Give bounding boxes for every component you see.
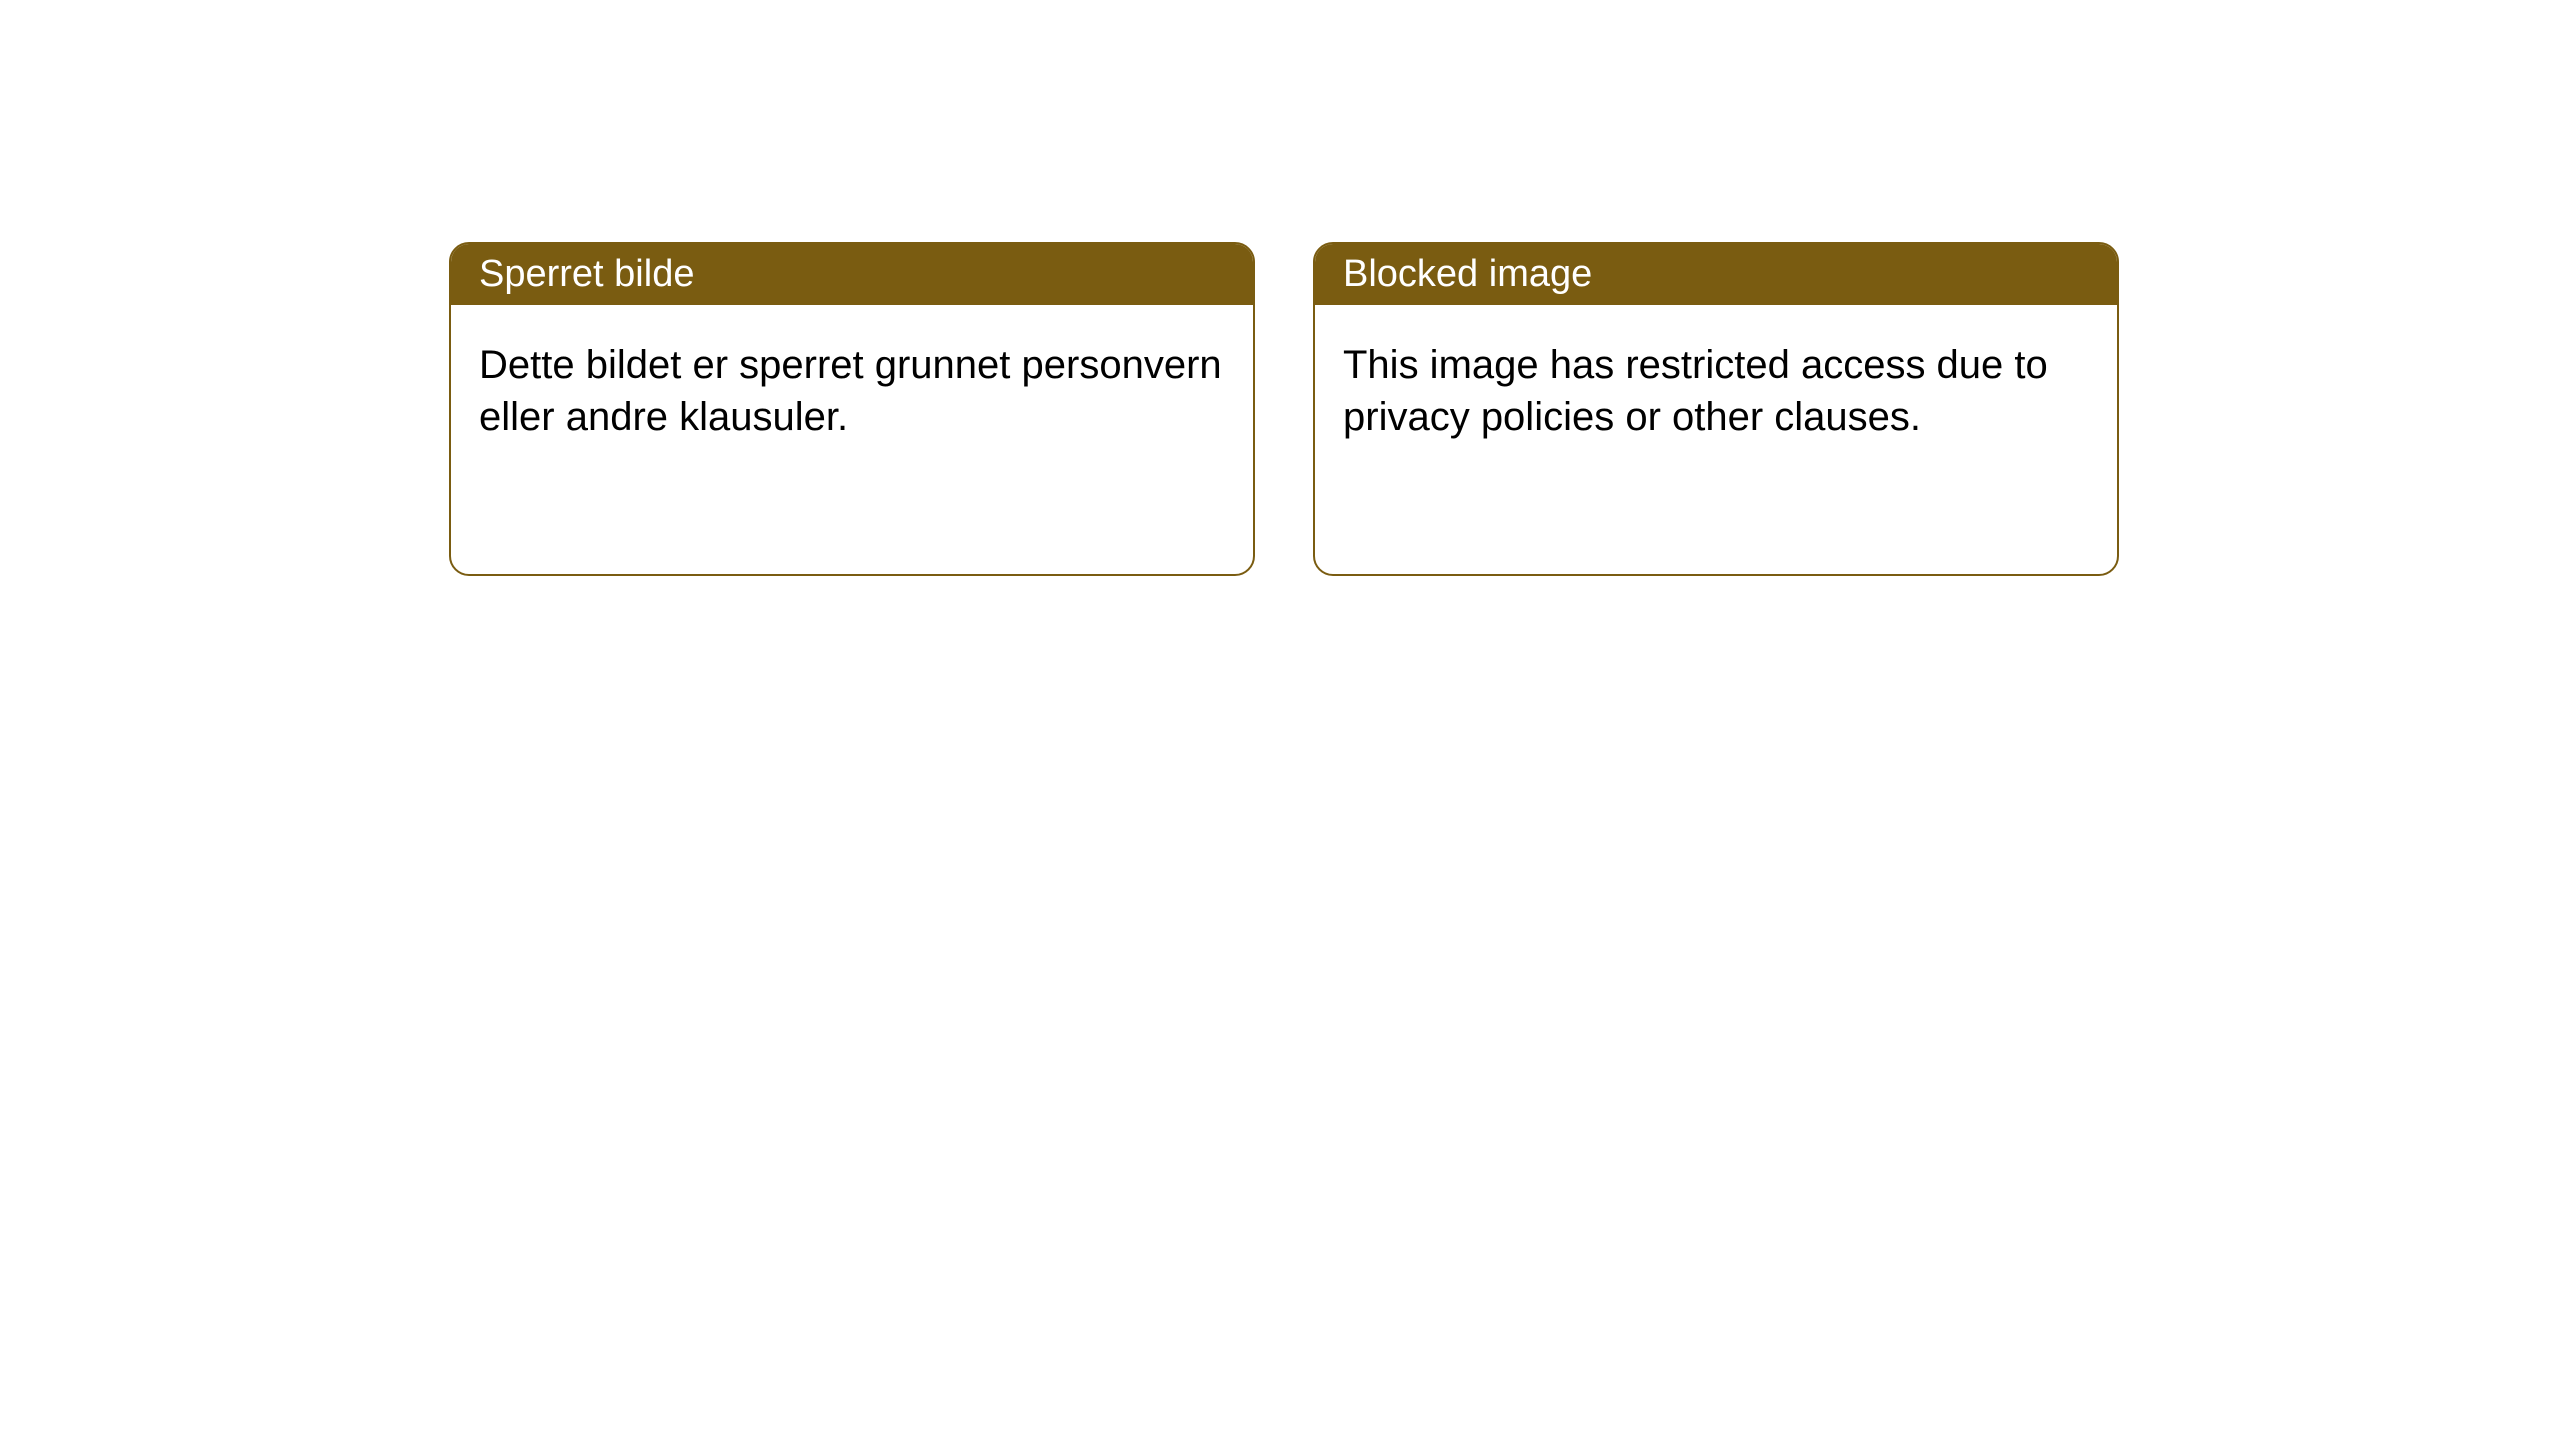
notice-body-text: Dette bildet er sperret grunnet personve… — [479, 343, 1222, 439]
notice-body: Dette bildet er sperret grunnet personve… — [451, 305, 1253, 477]
notice-card-english: Blocked image This image has restricted … — [1313, 242, 2119, 576]
notice-container: Sperret bilde Dette bildet er sperret gr… — [0, 0, 2560, 576]
notice-body: This image has restricted access due to … — [1315, 305, 2117, 477]
notice-body-text: This image has restricted access due to … — [1343, 343, 2048, 439]
notice-title: Sperret bilde — [479, 253, 694, 295]
notice-title: Blocked image — [1343, 253, 1592, 295]
notice-card-norwegian: Sperret bilde Dette bildet er sperret gr… — [449, 242, 1255, 576]
notice-header: Sperret bilde — [451, 244, 1253, 305]
notice-header: Blocked image — [1315, 244, 2117, 305]
